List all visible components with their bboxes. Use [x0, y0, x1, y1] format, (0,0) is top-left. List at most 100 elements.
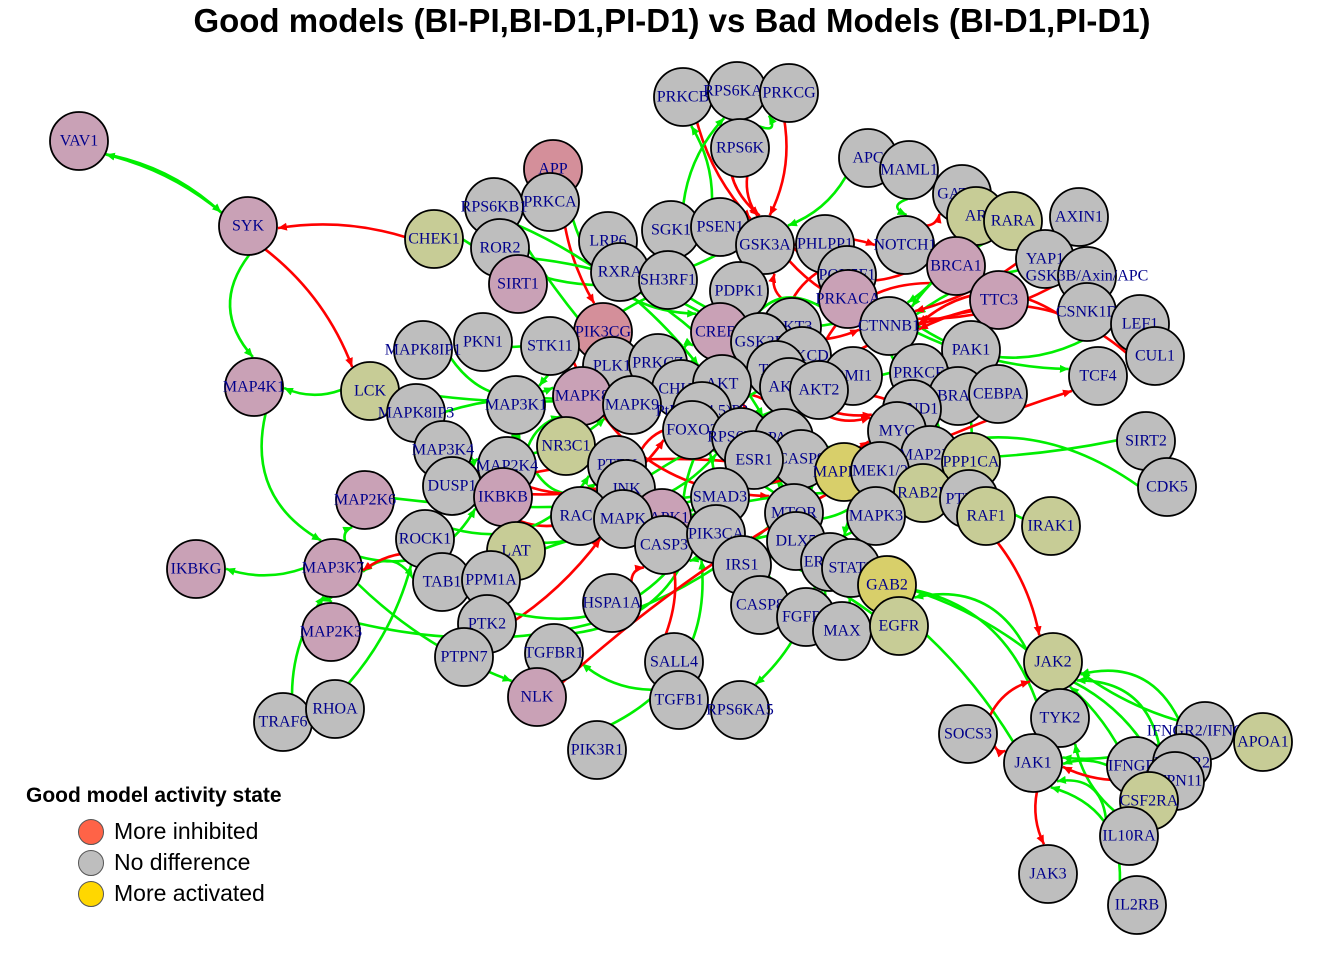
- node-nlk: NLK: [507, 667, 567, 727]
- node-rps6ka5: RPS6KA5: [706, 680, 774, 740]
- node-label: PRKCB: [657, 89, 709, 106]
- node-rxra: RXRA: [590, 242, 650, 302]
- node-circle: [305, 679, 365, 739]
- legend-item-activated: More activated: [78, 878, 282, 909]
- node-label: CUL1: [1135, 348, 1175, 365]
- edge-prkcg-to-gsk3a: [768, 121, 788, 216]
- node-circle: [710, 118, 770, 178]
- node-label: AR: [965, 208, 988, 225]
- node-label: IRAK1: [1027, 518, 1074, 535]
- node-label: PLK1: [593, 358, 631, 375]
- node-syk: SYK: [218, 196, 278, 256]
- node-label: ESR1: [735, 452, 772, 469]
- node-label: SOCS3: [944, 726, 992, 743]
- edge-syk-to-lck: [264, 248, 354, 368]
- node-circle: [789, 360, 849, 420]
- node-label: SH3RF1: [640, 272, 696, 289]
- node-circle: [759, 63, 819, 123]
- node-label: PRKACA: [816, 291, 881, 308]
- node-label: LCK: [354, 383, 386, 400]
- node-label: YAP1: [1026, 251, 1064, 268]
- node-label: ROCK1: [399, 531, 451, 548]
- node-circle: [1018, 844, 1078, 904]
- node-circle: [710, 680, 770, 740]
- node-label: MAPK9: [605, 397, 659, 414]
- node-traf6: TRAF6: [253, 692, 313, 752]
- edge-notch1-to-gata6: [926, 213, 942, 227]
- node-circle: [1099, 806, 1159, 866]
- node-pak1: PAK1: [941, 320, 1001, 380]
- node-mapk3: MAPK3: [846, 486, 906, 546]
- node-label: MAPK8IP1: [385, 342, 461, 359]
- node-circle: [488, 254, 548, 314]
- node-circle: [434, 627, 494, 687]
- node-label: STK11: [527, 338, 573, 355]
- node-label: PAK1: [952, 342, 991, 359]
- node-label: MAPK: [600, 511, 647, 528]
- node-label: DUSP1: [428, 478, 477, 495]
- node-circle: [869, 596, 929, 656]
- node-prkcg: PRKCG: [759, 63, 819, 123]
- node-label: CSNK1D: [1056, 304, 1118, 321]
- node-circle: [638, 250, 698, 310]
- node-pik3r1: PIK3R1: [567, 720, 627, 780]
- node-label: SALL4: [650, 654, 698, 671]
- node-label: FOXO3: [666, 422, 718, 439]
- node-circle: [1125, 326, 1185, 386]
- node-label: MAPK8IP3: [378, 405, 454, 422]
- node-circle: [224, 357, 284, 417]
- node-apoa1: APOA1: [1233, 712, 1293, 772]
- node-circle: [649, 670, 709, 730]
- node-label: AKT2: [799, 382, 840, 399]
- node-ikbkb: IKBKB: [473, 467, 533, 527]
- node-circle: [875, 215, 935, 275]
- node-label: RARA: [991, 213, 1036, 230]
- edge-map4k1-to-map3k7: [260, 413, 322, 542]
- edge-chek1-to-syk: [277, 222, 406, 239]
- node-map3k1: MAP3K1: [485, 375, 547, 435]
- node-casp3: CASP3: [634, 515, 694, 575]
- edge-vav1-to-syk: [104, 152, 223, 214]
- node-il2rb: IL2RB: [1107, 875, 1167, 935]
- node-label: CEBPA: [973, 386, 1024, 403]
- legend-label: No difference: [114, 849, 251, 875]
- legend-swatch-yellow-icon: [78, 880, 104, 907]
- node-label: GSK3A: [739, 237, 791, 254]
- node-ptpn7: PTPN7: [434, 627, 494, 687]
- edge-psen1-to-prkcb: [690, 125, 714, 200]
- node-dusp1: DUSP1: [422, 456, 482, 516]
- node-jak1: JAK1: [1003, 733, 1063, 793]
- node-csnk1d: CSNK1D: [1056, 282, 1118, 342]
- edge-map3k7-to-nlk: [356, 582, 513, 683]
- node-label: GAB2: [866, 577, 908, 594]
- edge-map3k7-to-ikbkg: [225, 566, 305, 577]
- node-circle: [879, 140, 939, 200]
- node-label: RPS6KB1: [461, 199, 528, 216]
- node-circle: [1137, 457, 1197, 517]
- node-tab1: TAB1: [412, 552, 472, 612]
- node-gsk3a: GSK3A: [735, 215, 795, 275]
- node-label: PTK2: [468, 616, 506, 633]
- node-label: JAK2: [1034, 654, 1071, 671]
- node-label: APC: [852, 150, 883, 167]
- node-label: RPS6KA5: [706, 702, 774, 719]
- node-label: SIRT2: [1125, 433, 1167, 450]
- edge-ifngr2-ifngr1-to-jak2: [1079, 668, 1180, 720]
- node-label: MEK1/2: [852, 463, 908, 480]
- edge-socs3-to-jak1: [993, 745, 1007, 758]
- node-label: MAP3K1: [485, 397, 547, 414]
- edge-socs3-to-jak2: [988, 680, 1031, 716]
- node-label: MAP2K3: [300, 624, 362, 641]
- node-label: IL10RA: [1102, 828, 1156, 845]
- node-circle: [507, 667, 567, 727]
- node-socs3: SOCS3: [938, 704, 998, 764]
- node-rps6ka3: RPS6KA3: [703, 61, 771, 121]
- node-label: JAK1: [1014, 755, 1051, 772]
- node-label: MAP2K6: [334, 492, 396, 509]
- node-label: CASP9: [777, 451, 825, 468]
- node-label: VAV1: [60, 133, 99, 150]
- node-egfr: EGFR: [869, 596, 929, 656]
- node-circle: [1021, 496, 1081, 556]
- node-ppm1a: PPM1A: [461, 550, 521, 610]
